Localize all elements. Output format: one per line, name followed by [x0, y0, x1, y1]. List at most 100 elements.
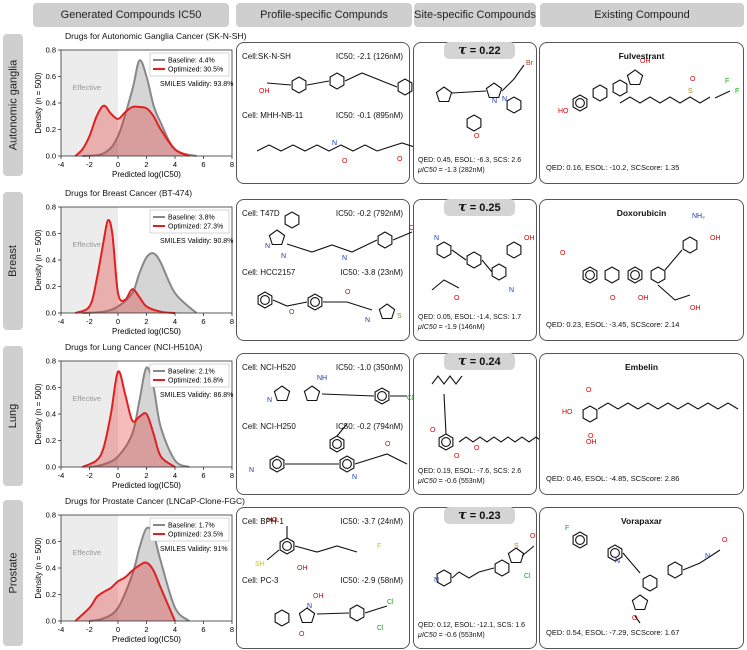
- smiles-validity: SMILES Validity: 90.8%: [160, 238, 233, 245]
- existing-molecule: O O OH OH NH₂ OH: [560, 213, 721, 312]
- svg-text:NH₂: NH₂: [692, 213, 705, 220]
- x-tick-label: 2: [144, 471, 148, 480]
- svg-text:N: N: [249, 467, 254, 474]
- profile-molecules: N NH Cl N N O: [249, 375, 414, 481]
- tau-badge: τ = 0.22: [444, 42, 515, 59]
- existing-molecule: F N N O O: [565, 525, 728, 624]
- x-tick-label: 8: [230, 471, 234, 480]
- molecule-structure: F N N O O: [565, 525, 728, 624]
- svg-text:S: S: [397, 313, 402, 320]
- y-tick-label: 0.4: [46, 99, 56, 108]
- series-line-baseline: [82, 59, 197, 157]
- svg-text:OH: OH: [259, 88, 270, 95]
- legend: Baseline: 3.8% Optimized: 27.3%: [149, 209, 230, 234]
- series-line-optimized: [74, 219, 176, 314]
- chart-title: Drugs for Breast Cancer (BT-474): [65, 188, 193, 198]
- site-box: N O S Cl τ = 0.23 QED: 0.12, ESOL: -12.1, SCS:…: [413, 507, 537, 649]
- tau-badge: τ = 0.24: [444, 353, 515, 370]
- svg-text:OH: OH: [640, 58, 651, 65]
- series-line-optimized: [81, 370, 176, 468]
- profile-box: HO SH F OH OH N O Cl Cl Cell: BPH-1 IC50: -3.7 (24…: [236, 507, 410, 649]
- svg-text:N: N: [705, 553, 710, 560]
- svg-text:OH: OH: [297, 565, 308, 572]
- y-tick-label: 0.0: [46, 617, 56, 626]
- legend-label: Optimized: 16.8%: [168, 378, 223, 385]
- density-chart: Effective -4 -2 0 2 4 6 8 0.0 0.2 0.4 0.6 0.8 Predict…: [34, 46, 234, 180]
- svg-text:F: F: [725, 78, 729, 85]
- existing-props: QED: 0.46, ESOL: -4.85, SCScore: 2.86: [546, 474, 680, 483]
- svg-text:N: N: [265, 243, 270, 250]
- svg-text:N: N: [615, 558, 620, 565]
- svg-text:O: O: [289, 309, 295, 316]
- svg-text:N: N: [365, 317, 370, 324]
- svg-text:N: N: [492, 98, 497, 105]
- svg-text:Cl: Cl: [377, 625, 384, 632]
- existing-name: Doxorubicin: [616, 208, 667, 218]
- cell-ic50: IC50: -0.1 (895nM): [335, 111, 403, 120]
- effective-region: [61, 207, 118, 313]
- cell-ic50: IC50: -0.2 (794nM): [335, 422, 403, 431]
- svg-text:O: O: [560, 250, 566, 257]
- svg-text:NH: NH: [317, 375, 327, 382]
- y-tick-label: 0.8: [46, 357, 56, 366]
- series-line-optimized: [74, 561, 176, 622]
- site-ic50: = -0.6 (553nM): [438, 632, 485, 639]
- svg-text:N: N: [281, 253, 286, 260]
- x-tick-label: -2: [86, 160, 93, 169]
- svg-text:O: O: [474, 133, 480, 140]
- tau-symbol: τ: [458, 508, 467, 523]
- existing-molecule: HO OH SO FF: [558, 58, 739, 115]
- density-chart: Effective -4 -2 0 2 4 6 8 0.0 0.2 0.4 0.6 0.8 Predict…: [34, 203, 234, 337]
- svg-text:S: S: [514, 543, 519, 550]
- svg-text:OH: OH: [690, 305, 701, 312]
- existing-box: O O OH OH NH₂ OH Doxorubicin QED: 0.23, ESOL: -…: [539, 199, 744, 341]
- site-ic50: = -1.3 (282nM): [438, 167, 485, 174]
- molecule-structure: N NH Cl: [267, 375, 414, 405]
- svg-text:F: F: [735, 88, 739, 95]
- tau-badge: τ = 0.23: [444, 507, 515, 524]
- svg-text:N: N: [307, 603, 312, 610]
- existing-box: F N N O O Vorapaxar QED: 0.54, ESOL: -7.29, SC…: [539, 507, 744, 649]
- svg-text:Br: Br: [526, 60, 534, 67]
- svg-text:O: O: [474, 445, 480, 452]
- svg-text:F: F: [377, 543, 381, 550]
- chart-title: Drugs for Lung Cancer (NCI-H510A): [65, 342, 203, 352]
- x-tick-label: -4: [58, 160, 65, 169]
- svg-text:N: N: [502, 96, 507, 103]
- mu-ic50-label: μIC50: [418, 324, 437, 331]
- x-tick-label: 0: [116, 625, 120, 634]
- chart-title: Drugs for Autonomic Ganglia Cancer (SK-N…: [65, 31, 247, 41]
- svg-text:O: O: [722, 537, 728, 544]
- y-tick-label: 0.2: [46, 590, 56, 599]
- molecule-structure: HO SH F OH: [255, 517, 381, 572]
- density-chart: Effective -4 -2 0 2 4 6 8 0.0 0.2 0.4 0.6 0.8 Predict…: [34, 511, 234, 645]
- svg-text:O: O: [586, 387, 592, 394]
- x-tick-label: 4: [173, 160, 177, 169]
- tau-value: = 0.24: [469, 356, 501, 368]
- x-axis-label: Predicted log(IC50): [112, 327, 181, 336]
- site-props: QED: 0.45, ESOL: -6.3, SCS: 2.6: [418, 157, 522, 164]
- series-area-baseline: [82, 60, 197, 157]
- svg-text:O: O: [588, 433, 594, 440]
- site-ic50-row: μIC50 = -0.6 (553nM): [418, 632, 485, 639]
- smiles-validity: SMILES Validity: 91%: [160, 546, 228, 553]
- effective-label: Effective: [72, 83, 101, 92]
- x-tick-label: -4: [58, 317, 65, 326]
- molecule-structure: NNOHN: [265, 211, 420, 262]
- effective-region: [61, 361, 118, 467]
- legend: Baseline: 2.1% Optimized: 16.8%: [149, 363, 230, 388]
- smiles-validity: SMILES Validity: 86.8%: [160, 392, 233, 399]
- row-label-autonomic: Autonomic ganglia: [3, 34, 23, 176]
- cell-name: Cell: NCI-H250: [242, 422, 296, 431]
- site-molecule: O O O: [430, 375, 544, 460]
- tau-symbol: τ: [458, 200, 467, 215]
- svg-text:N: N: [267, 397, 272, 404]
- cell-ic50: IC50: -2.9 (58nM): [340, 576, 403, 585]
- svg-text:F: F: [565, 525, 569, 532]
- series-line-optimized: [74, 104, 190, 157]
- mu-ic50-label: μIC50: [418, 478, 437, 485]
- existing-box: HO OH S O F F Fulvestrant QED: 0.16, ESOL: -10.…: [539, 42, 744, 184]
- svg-text:O: O: [345, 289, 351, 296]
